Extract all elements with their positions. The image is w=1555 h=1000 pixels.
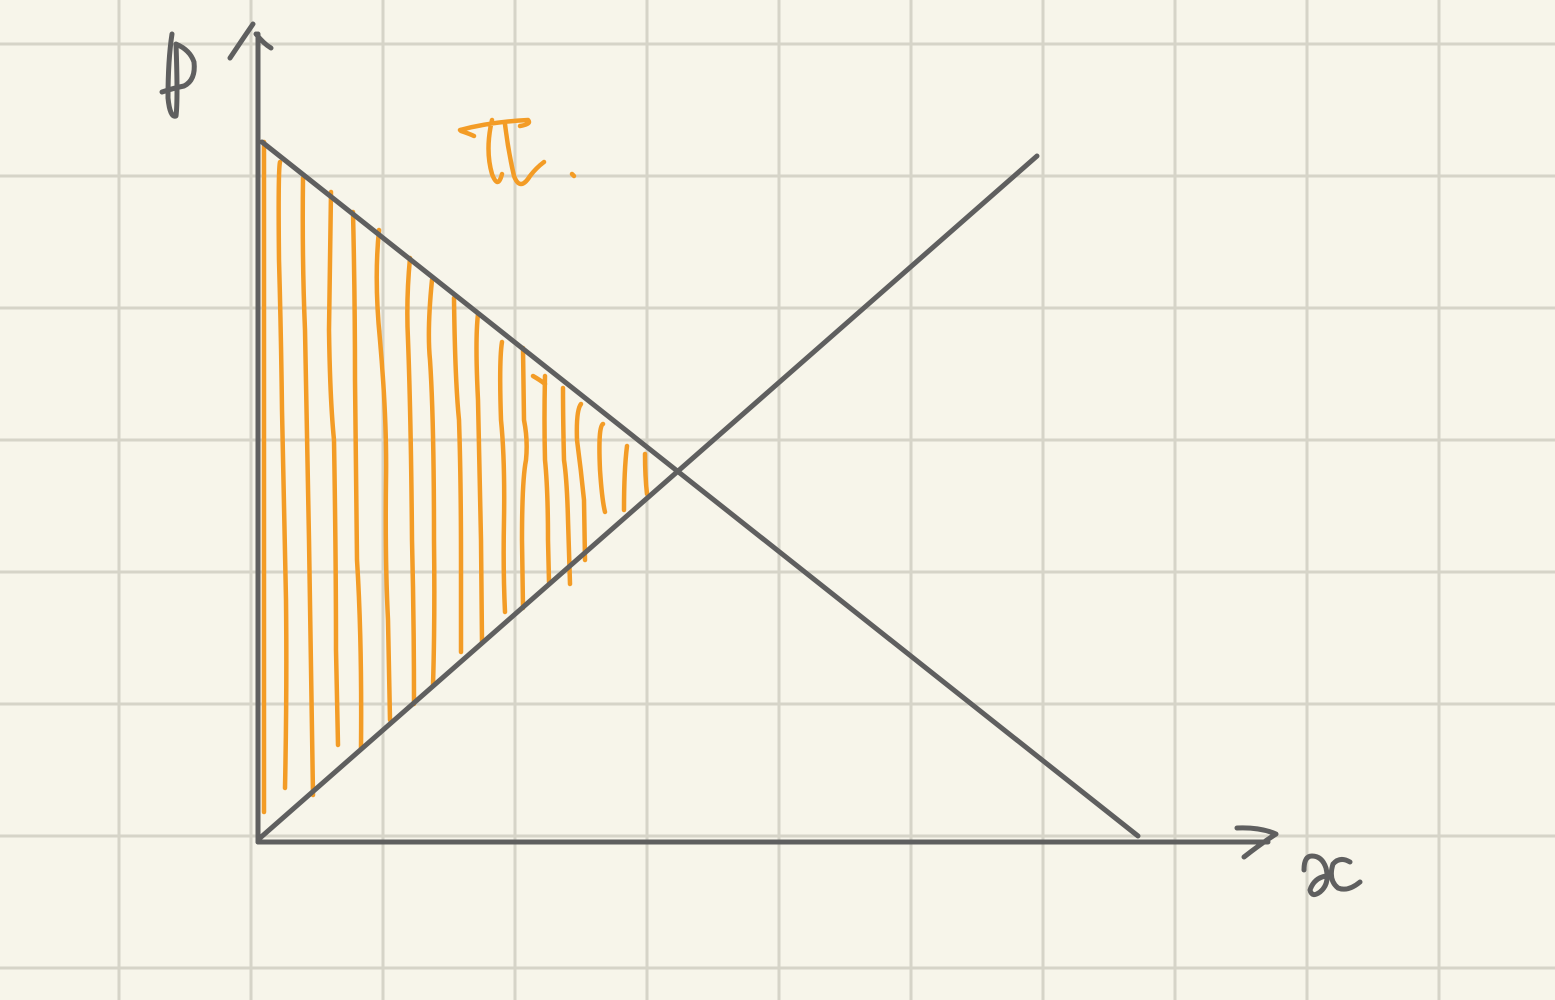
hatch-stroke [560, 385, 573, 587]
hatch-stroke [542, 373, 552, 585]
x-axis-label [1301, 853, 1363, 898]
hatch-stroke [300, 175, 316, 798]
y-axis-arrowhead [227, 21, 274, 61]
region-label-glyph [457, 117, 547, 187]
region-label-dot [569, 171, 577, 179]
hatch-stroke [350, 209, 364, 751]
hatch-stroke [597, 421, 608, 515]
shaded-region-hatching [261, 139, 650, 815]
hatch-stroke [519, 345, 529, 611]
hatch-stroke [405, 255, 417, 707]
hatch-stroke [642, 451, 650, 497]
region-label [457, 117, 577, 187]
lines [257, 139, 1141, 841]
hatch-stroke [530, 373, 548, 387]
hatch-stroke [276, 159, 289, 791]
x-axis-arrowhead [1234, 825, 1279, 860]
hatch-stroke [621, 443, 630, 513]
hatch-stroke [497, 339, 508, 615]
upward-sloping-line [257, 153, 1040, 841]
axes [227, 21, 1279, 860]
y-axis-label [159, 31, 197, 119]
y-axis-label-glyph [159, 31, 197, 119]
hatch-stroke [426, 277, 437, 688]
hatch-stroke [374, 227, 393, 723]
hatch-stroke [326, 189, 341, 748]
downward-sloping-line [259, 139, 1141, 839]
hatch-stroke [574, 401, 588, 563]
hatch-stroke [474, 311, 485, 645]
hatch-stroke [451, 295, 464, 655]
x-axis-label-glyph [1301, 853, 1363, 898]
